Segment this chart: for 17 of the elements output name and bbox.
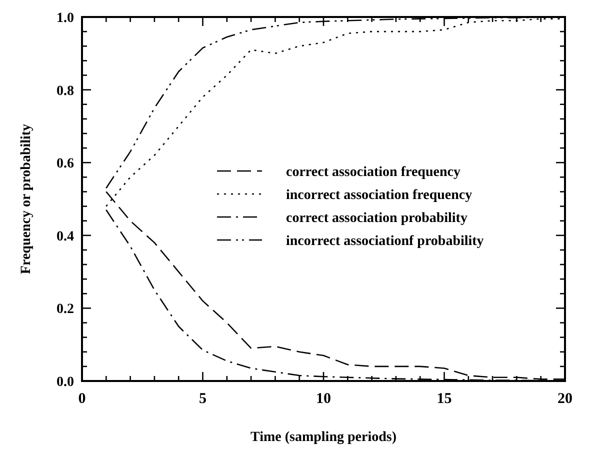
x-axis-title: Time (sampling periods) bbox=[250, 430, 397, 445]
x-tick-label: 5 bbox=[199, 391, 206, 407]
legend-label: correct association frequency bbox=[286, 165, 460, 180]
legend-label: incorrect association frequency bbox=[286, 188, 472, 203]
x-tick-label: 0 bbox=[78, 391, 86, 407]
y-tick-label: 0.4 bbox=[56, 229, 74, 244]
legend-label: correct association probability bbox=[286, 211, 468, 226]
y-tick-label: 0.6 bbox=[56, 156, 74, 172]
y-axis-title: Frequency or probability bbox=[19, 124, 34, 274]
x-tick-label: 10 bbox=[316, 391, 331, 407]
legend-label: incorrect associationf probability bbox=[286, 234, 484, 249]
y-tick-label: 0.8 bbox=[56, 84, 74, 99]
x-tick-label: 15 bbox=[436, 391, 452, 407]
y-tick-label: 0.2 bbox=[56, 302, 74, 318]
x-tick-label: 20 bbox=[558, 391, 572, 407]
y-tick-label: 0.0 bbox=[56, 375, 74, 390]
y-tick-label: 1.0 bbox=[56, 11, 74, 26]
